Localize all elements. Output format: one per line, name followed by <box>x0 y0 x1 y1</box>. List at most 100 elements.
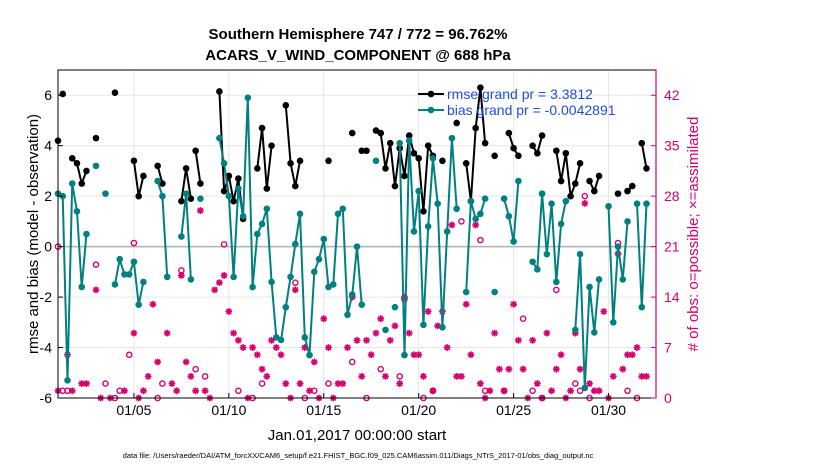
y-tick-label: -4 <box>40 340 53 356</box>
y-right-tick-label: 42 <box>664 87 680 103</box>
rmse-point <box>230 197 237 205</box>
obs-assimilated-marker <box>382 372 389 380</box>
bias-point <box>410 228 418 235</box>
rmse-point <box>140 172 147 180</box>
rmse-point <box>187 195 195 202</box>
bias-point <box>315 255 323 263</box>
bias-point <box>391 303 399 311</box>
obs-assimilated-marker <box>187 372 195 380</box>
obs-assimilated-marker <box>344 344 351 351</box>
obs-assimilated-marker <box>149 300 157 308</box>
obs-assimilated-marker <box>83 380 90 387</box>
obs-assimilated-marker <box>405 329 413 337</box>
obs-assimilated-marker <box>505 365 513 373</box>
y-tick-label: 2 <box>44 188 52 204</box>
rmse-point <box>515 152 522 160</box>
bias-point <box>344 311 351 319</box>
obs-assimilated-marker <box>177 272 185 279</box>
bias-point <box>116 255 123 263</box>
bias-point <box>443 228 451 235</box>
bias-point <box>301 334 309 341</box>
bias-point <box>534 266 541 273</box>
rmse-point <box>282 102 290 109</box>
rmse-point <box>391 182 399 190</box>
obs-assimilated-marker <box>310 358 318 366</box>
rmse-point <box>628 182 636 190</box>
obs-assimilated-marker <box>301 344 309 351</box>
obs-assimilated-marker <box>386 336 394 344</box>
obs-assimilated-marker <box>458 372 465 380</box>
obs-assimilated-marker <box>211 286 219 294</box>
y-right-tick-label: 28 <box>664 188 680 204</box>
obs-assimilated-marker <box>263 372 271 380</box>
bias-line-segment <box>218 97 363 356</box>
rmse-point <box>296 157 304 165</box>
bias-point <box>163 273 171 281</box>
rmse-point <box>197 180 204 187</box>
rmse-point <box>325 157 332 165</box>
rmse-point <box>254 165 261 172</box>
bias-point <box>429 155 437 162</box>
bias-point <box>287 273 294 281</box>
obs-assimilated-marker <box>500 387 508 395</box>
obs-assimilated-marker <box>192 387 200 395</box>
bias-point <box>125 271 133 278</box>
rmse-point <box>216 88 223 95</box>
obs-possible-marker <box>348 358 356 366</box>
bias-point <box>633 200 641 208</box>
bias-point <box>481 195 489 202</box>
obs-possible-marker <box>572 380 579 387</box>
rmse-line-segment <box>256 127 273 189</box>
rmse-point <box>562 149 570 157</box>
obs-assimilated-marker <box>619 365 627 373</box>
obs-assimilated-marker <box>325 344 332 351</box>
rmse-line-segment <box>555 150 582 197</box>
obs-assimilated-marker <box>173 387 181 395</box>
plot-frame <box>57 69 657 399</box>
x-tick-label: 01/15 <box>306 402 341 418</box>
bias-point <box>135 301 142 308</box>
rmse-point <box>68 155 76 162</box>
obs-assimilated-marker <box>68 387 76 395</box>
obs-assimilated-marker <box>234 336 242 344</box>
obs-assimilated-marker <box>638 372 646 380</box>
bias-point <box>239 213 247 220</box>
obs-possible-marker <box>576 387 584 395</box>
bias-point <box>334 210 342 218</box>
rmse-point <box>534 149 541 157</box>
bias-point <box>187 276 195 283</box>
y-tick-label: -2 <box>40 289 53 305</box>
obs-possible-marker <box>125 351 133 359</box>
bias-point <box>510 238 517 245</box>
obs-possible-marker <box>102 380 109 387</box>
bias-point <box>358 301 366 308</box>
bias-point <box>225 192 233 200</box>
obs-assimilated-marker <box>543 329 551 337</box>
x-tick-label: 01/10 <box>211 402 246 418</box>
rmse-point <box>591 187 598 195</box>
obs-assimilated-marker <box>196 207 204 214</box>
y-tick-label: 4 <box>44 138 52 154</box>
bias-point <box>296 210 304 218</box>
obs-assimilated-marker <box>230 329 238 337</box>
obs-assimilated-marker <box>462 300 470 308</box>
bias-point <box>220 160 228 167</box>
obs-assimilated-marker <box>306 387 313 395</box>
rmse-point <box>538 132 546 139</box>
bias-point <box>92 162 100 170</box>
bias-point <box>576 250 584 258</box>
obs-assimilated-marker <box>410 351 418 359</box>
bias-point <box>439 324 446 331</box>
bias-point <box>434 200 441 208</box>
bias-point <box>353 243 361 250</box>
grid-lines <box>58 70 656 399</box>
rmse-point <box>73 160 81 167</box>
obs-assimilated-marker <box>581 199 589 207</box>
obs-assimilated-marker <box>510 300 518 308</box>
bias-point <box>382 326 389 334</box>
obs-assimilated-marker <box>201 387 209 395</box>
obs-assimilated-marker <box>182 358 190 366</box>
bias-line-segment <box>607 206 629 323</box>
bias-point <box>258 220 266 228</box>
obs-assimilated-marker <box>514 336 522 344</box>
